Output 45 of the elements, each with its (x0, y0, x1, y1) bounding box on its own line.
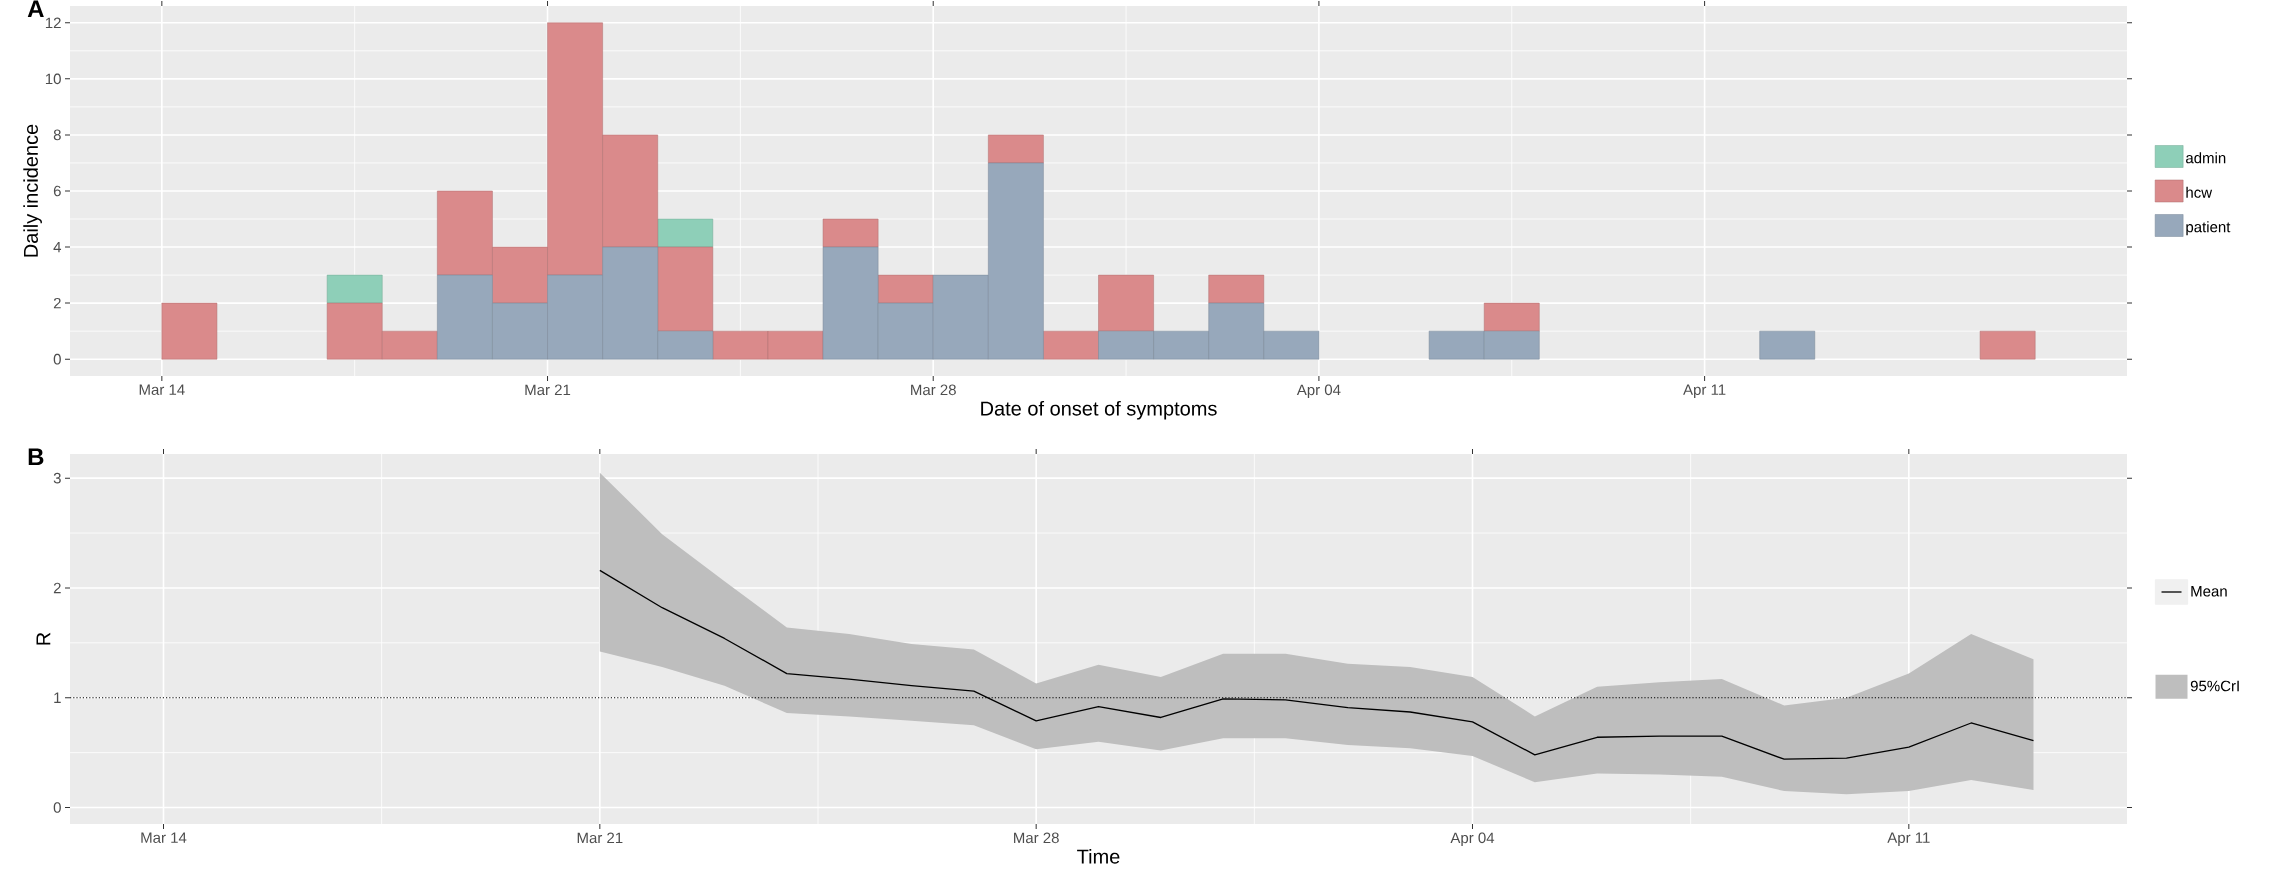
legend-label: Mean (2191, 586, 2227, 597)
x-tick-label: Mar 21 (525, 384, 571, 396)
y-axis-title: R (36, 632, 51, 645)
x-tick-label: Mar 14 (141, 832, 187, 843)
x-tick-label: Apr 04 (1450, 832, 1495, 847)
y-tick-label: 8 (53, 129, 61, 141)
bar (1759, 330, 1816, 360)
bar (822, 218, 879, 248)
text: 95%CrI (2190, 680, 2239, 692)
y-tick-label: 0 (53, 802, 61, 813)
x-tick-label: Mar 14 (139, 384, 185, 395)
chart-title: B (28, 448, 44, 466)
bar (877, 274, 934, 304)
y-tick-label: 6 (53, 185, 61, 197)
x-axis-title: Time (1077, 848, 1120, 864)
bar (657, 218, 714, 248)
bar (988, 134, 1044, 164)
bar (1043, 330, 1099, 360)
chart-title: A (27, 0, 44, 18)
y-tick-label: 0 (53, 353, 61, 365)
x-tick-label: Mar 28 (1014, 832, 1059, 844)
y-axis-title: Daily incidence (23, 124, 42, 257)
y-tick-label: 2 (53, 582, 61, 594)
y-tick-label: 3 (53, 472, 61, 484)
bar (1979, 330, 2036, 360)
y-tick-label: 1 (54, 692, 61, 703)
x-axis-title: Date of onset of symptoms (981, 400, 1217, 420)
bar (1098, 274, 1154, 332)
x-tick-label: Apr 04 (1296, 384, 1341, 399)
y-tick-label: 10 (45, 73, 61, 85)
bar (1208, 274, 1265, 304)
y-tick-label: 12 (45, 17, 61, 29)
bar (1483, 302, 1540, 332)
legend-label: admin (2186, 152, 2226, 164)
x-tick-label: Mar 21 (577, 832, 623, 844)
legend-label: patient (2186, 221, 2231, 236)
y-tick-label: 2 (53, 297, 61, 309)
x-tick-label: Apr 11 (1683, 384, 1726, 398)
y-tick-label: 4 (53, 241, 62, 253)
bar (326, 274, 383, 304)
x-tick-label: Mar 28 (911, 384, 956, 396)
bar (161, 302, 218, 360)
bar (657, 246, 714, 332)
legend-label: hcw (2186, 186, 2213, 198)
x-tick-label: Apr 11 (1887, 832, 1930, 846)
